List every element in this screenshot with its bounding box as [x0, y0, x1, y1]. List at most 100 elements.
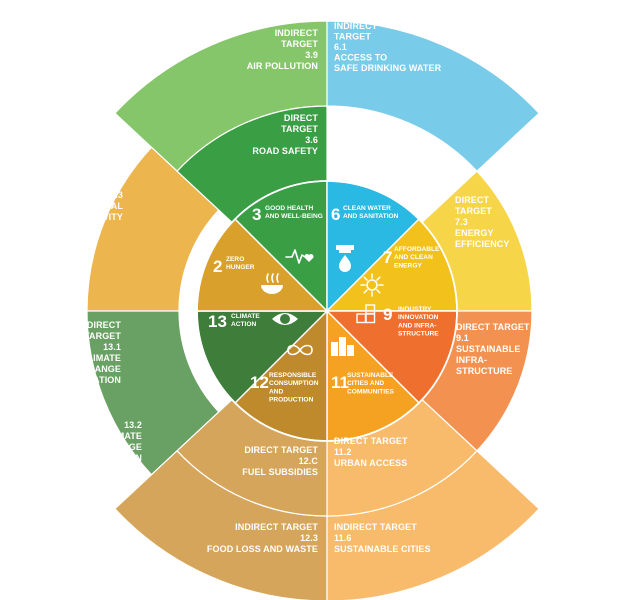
sdg-title-line: ENERGY	[394, 262, 422, 269]
sdg-13-number: 13	[208, 312, 227, 331]
target-label-d36: DIRECT TARGET 3.6 ROAD SAFETY	[252, 113, 318, 156]
target-label-line: MITIGATION	[89, 453, 142, 463]
target-label-line: INFRA-	[456, 355, 487, 365]
cubes-icon	[356, 304, 376, 324]
target-label-line: TARGET	[86, 179, 123, 189]
sdg-title-line: PRODUCTION	[269, 397, 314, 404]
target-label-line: SAFE DRINKING WATER	[334, 63, 442, 73]
sdg-goal-core	[196, 180, 458, 442]
sdg-11-number: 11	[331, 373, 349, 392]
sdg-title-line: AND WELL-BEING	[265, 213, 323, 220]
target-label-line: 12.3	[300, 533, 318, 543]
sdg-title-line: AND	[269, 388, 284, 395]
sdg-title-line: ZERO	[226, 256, 244, 263]
sdg-6-number: 6	[331, 205, 340, 224]
target-label-i23: INDIRECT TARGET 2.3 AGRICULTURAL PRODUCTIVIT…	[51, 168, 123, 222]
sdg-title-line: HUNGER	[226, 264, 255, 271]
sdg-title-line: COMMUNITIES	[347, 388, 394, 395]
target-label-line: 7.3	[455, 217, 468, 227]
target-label-line: 3.9	[305, 50, 318, 60]
target-label-line: INDIRECT	[78, 320, 122, 330]
target-label-line: FUEL SUBSIDIES	[242, 467, 318, 477]
target-label-i132: 13.2 CLIMATE CHANGE MITIGATION	[89, 420, 142, 463]
indirect-target-ring	[86, 20, 540, 600]
target-label-line: ROAD SAFETY	[252, 146, 318, 156]
sdg-title-line: RESPONSIBLE	[269, 372, 317, 379]
sdg-title-line: CONSUMPTION	[269, 380, 319, 387]
target-label-line: 9.1	[456, 333, 469, 343]
water-drop-icon	[336, 245, 354, 272]
target-label-line: URBAN ACCESS	[334, 458, 407, 468]
sdg-title-line: AFFORDABLE	[394, 246, 440, 253]
target-label-line: 11.6	[334, 533, 351, 543]
target-label-line: INDIRECT	[80, 168, 124, 178]
target-label-line: STRUCTURE	[456, 366, 512, 376]
target-label-line: SUSTAINABLE CITIES	[334, 544, 431, 554]
sdg-9-number: 9	[383, 305, 392, 324]
sdg-2-number: 2	[213, 257, 222, 276]
target-label-line: CLIMATE	[102, 431, 142, 441]
sdg-title-line: AND CLEAN	[394, 254, 433, 261]
target-label-line: AIR POLLUTION	[247, 61, 318, 71]
target-label-i123: INDIRECT TARGET 12.3 FOOD LOSS AND WASTE	[207, 522, 318, 554]
sdg-6-title: CLEAN WATER AND SANITATION	[343, 205, 399, 220]
target-label-line: EFFICIENCY	[455, 239, 510, 249]
sdg-2-title: ZERO HUNGER	[226, 256, 255, 271]
target-label-line: INDIRECT	[275, 28, 319, 38]
sdg-title-line: AND SANITATION	[343, 213, 399, 220]
sdg-title-line: ACTION	[231, 321, 257, 328]
city-buildings-icon	[331, 337, 354, 356]
sdg-title-line: CITIES AND	[347, 380, 384, 387]
target-label-line: TARGET	[281, 124, 318, 134]
target-label-i131: INDIRECT TARGET 13.1 CLIMATE CHANGE ADAPTATIO…	[62, 320, 121, 385]
sdg-title-line: GOOD HEALTH	[265, 205, 313, 212]
sdg-12-title: RESPONSIBLE CONSUMPTION AND PRODUCTION	[269, 372, 319, 404]
target-label-line: 13.2	[124, 420, 142, 430]
sdg-7-number: 7	[383, 248, 392, 267]
target-label-line: 13.1	[103, 342, 121, 352]
sdg-title-line: CLIMATE	[231, 313, 260, 320]
target-label-line: TARGET	[334, 32, 371, 42]
indirect-6-1-segment	[326, 20, 540, 173]
target-label-line: 2.3	[110, 190, 123, 200]
target-label-line: ENERGY	[455, 228, 494, 238]
sdg-12-number: 12	[250, 373, 269, 392]
target-label-line: INDIRECT TARGET	[235, 522, 318, 532]
target-label-line: FOOD LOSS AND WASTE	[207, 544, 318, 554]
food-bowl-icon	[261, 273, 283, 294]
indirect-2-3-segment	[86, 146, 220, 312]
target-label-line: DIRECT TARGET	[244, 445, 318, 455]
target-label-line: TARGET	[281, 39, 318, 49]
sdg-title-line: INDUSTRY	[398, 306, 432, 313]
target-label-line: DIRECT TARGET	[334, 436, 408, 446]
target-label-line: CHANGE	[102, 442, 142, 452]
target-label-line: TARGET	[455, 206, 492, 216]
sdg-3-number: 3	[252, 205, 261, 224]
sdg-11-title: SUSTAINABLE CITIES AND COMMUNITIES	[347, 372, 394, 395]
target-label-d112: DIRECT TARGET 11.2 URBAN ACCESS	[334, 436, 408, 468]
core-outline	[196, 180, 458, 442]
target-label-i61: INDIRECT TARGET 6.1 ACCESS TO SAFE DRINKING …	[334, 21, 442, 73]
sdg-7-title: AFFORDABLE AND CLEAN ENERGY	[394, 246, 440, 269]
target-label-line: DIRECT	[455, 195, 490, 205]
target-label-i39: INDIRECT TARGET 3.9 AIR POLLUTION	[247, 28, 319, 71]
sdg-title-line: AND INFRA-	[398, 322, 436, 329]
target-label-line: DIRECT TARGET	[456, 322, 530, 332]
sdg-title-line: INNOVATION	[398, 314, 439, 321]
infinity-loop-icon	[287, 344, 313, 356]
target-label-line: 6.1	[334, 42, 347, 52]
sdg-9-title: INDUSTRY INNOVATION AND INFRA- STRUCTURE	[398, 306, 439, 338]
target-label-line: INDIRECT TARGET	[334, 522, 417, 532]
target-label-line: ADAPTATION	[62, 375, 121, 385]
sdg-3-title: GOOD HEALTH AND WELL-BEING	[265, 205, 323, 220]
target-label-line: 12.C	[299, 456, 319, 466]
sdg-title-line: STRUCTURE	[398, 331, 439, 338]
target-label-line: INDIRECT	[334, 21, 378, 31]
target-label-d12c: DIRECT TARGET 12.C FUEL SUBSIDIES	[242, 445, 318, 477]
target-label-line: PRODUCTIVITY	[55, 212, 123, 222]
target-label-d91: DIRECT TARGET 9.1 SUSTAINABLE INFRA-STRUCTU…	[456, 322, 530, 376]
eye-globe-icon	[272, 313, 298, 325]
target-label-line: 11.2	[334, 447, 351, 457]
target-label-line: ACCESS TO	[334, 53, 387, 63]
